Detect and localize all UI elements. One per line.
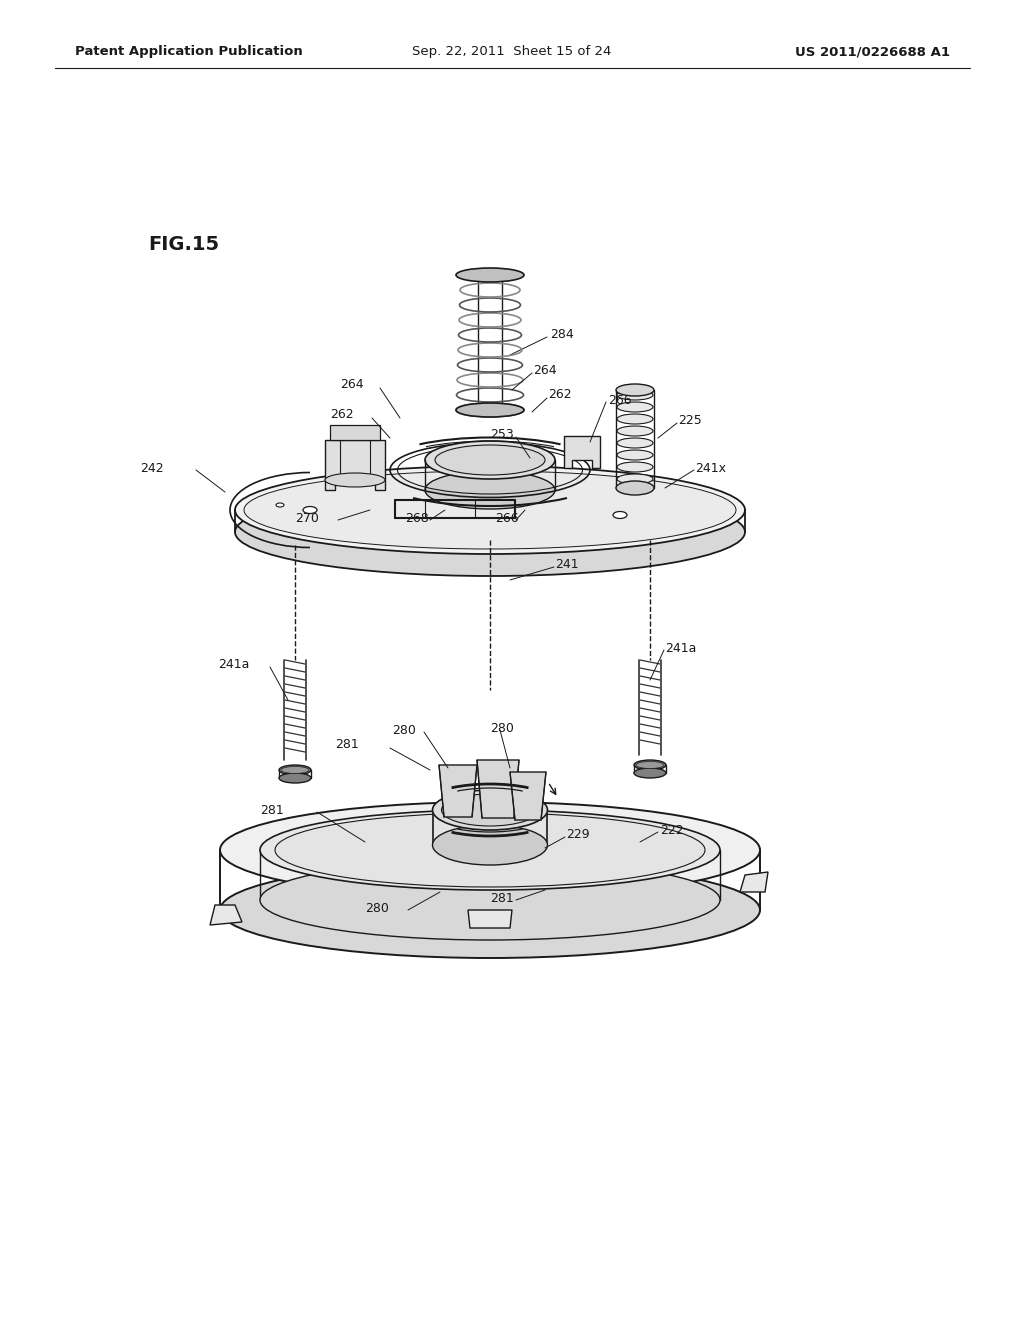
Ellipse shape bbox=[617, 414, 653, 424]
Polygon shape bbox=[330, 425, 380, 440]
Text: 253: 253 bbox=[490, 429, 514, 441]
Text: 281: 281 bbox=[260, 804, 284, 817]
Text: 242: 242 bbox=[140, 462, 164, 474]
Text: 264: 264 bbox=[340, 379, 364, 392]
Ellipse shape bbox=[456, 403, 524, 417]
Polygon shape bbox=[439, 766, 477, 817]
Polygon shape bbox=[740, 873, 768, 892]
Ellipse shape bbox=[220, 803, 760, 898]
Ellipse shape bbox=[617, 403, 653, 412]
Text: Sep. 22, 2011  Sheet 15 of 24: Sep. 22, 2011 Sheet 15 of 24 bbox=[413, 45, 611, 58]
Text: 284: 284 bbox=[550, 329, 573, 342]
Ellipse shape bbox=[244, 471, 736, 549]
Ellipse shape bbox=[279, 766, 311, 775]
Text: 241: 241 bbox=[555, 558, 579, 572]
Text: 266: 266 bbox=[495, 511, 518, 524]
Ellipse shape bbox=[616, 384, 654, 396]
Ellipse shape bbox=[613, 511, 627, 519]
Polygon shape bbox=[510, 772, 546, 820]
Text: 280: 280 bbox=[392, 723, 416, 737]
Text: 280: 280 bbox=[490, 722, 514, 734]
Ellipse shape bbox=[456, 268, 524, 282]
Polygon shape bbox=[468, 909, 512, 928]
Text: 280: 280 bbox=[365, 902, 389, 915]
Text: 262: 262 bbox=[330, 408, 353, 421]
Text: 262: 262 bbox=[548, 388, 571, 401]
Text: 268: 268 bbox=[406, 511, 429, 524]
Ellipse shape bbox=[441, 795, 539, 826]
Text: Patent Application Publication: Patent Application Publication bbox=[75, 45, 303, 58]
Ellipse shape bbox=[220, 862, 760, 958]
Text: 241a: 241a bbox=[665, 642, 696, 655]
Ellipse shape bbox=[636, 762, 664, 768]
Ellipse shape bbox=[260, 810, 720, 890]
Ellipse shape bbox=[616, 480, 654, 495]
Text: FIG.15: FIG.15 bbox=[148, 235, 219, 255]
Text: 266: 266 bbox=[608, 393, 632, 407]
Text: 225: 225 bbox=[678, 413, 701, 426]
Ellipse shape bbox=[260, 861, 720, 940]
Text: US 2011/0226688 A1: US 2011/0226688 A1 bbox=[795, 45, 950, 58]
Text: 270: 270 bbox=[295, 511, 318, 524]
Text: 241x: 241x bbox=[695, 462, 726, 474]
Ellipse shape bbox=[634, 760, 666, 770]
Ellipse shape bbox=[234, 466, 745, 554]
Polygon shape bbox=[564, 436, 600, 469]
Text: 281: 281 bbox=[490, 891, 514, 904]
Ellipse shape bbox=[281, 767, 309, 774]
Ellipse shape bbox=[617, 474, 653, 484]
Ellipse shape bbox=[325, 473, 385, 487]
Ellipse shape bbox=[435, 445, 545, 475]
Text: 264: 264 bbox=[534, 363, 557, 376]
Ellipse shape bbox=[432, 825, 548, 865]
Text: 229: 229 bbox=[566, 829, 590, 842]
Text: 281: 281 bbox=[335, 738, 358, 751]
Ellipse shape bbox=[303, 507, 317, 513]
Ellipse shape bbox=[425, 441, 555, 479]
Ellipse shape bbox=[617, 462, 653, 473]
Text: 241a: 241a bbox=[218, 659, 250, 672]
Ellipse shape bbox=[279, 774, 311, 783]
Ellipse shape bbox=[234, 488, 745, 576]
Polygon shape bbox=[477, 760, 519, 818]
Ellipse shape bbox=[276, 503, 284, 507]
Ellipse shape bbox=[425, 471, 555, 510]
Ellipse shape bbox=[617, 389, 653, 400]
Text: 222: 222 bbox=[660, 824, 684, 837]
Ellipse shape bbox=[617, 426, 653, 436]
Polygon shape bbox=[210, 906, 242, 925]
Ellipse shape bbox=[432, 789, 548, 830]
Ellipse shape bbox=[617, 438, 653, 447]
Ellipse shape bbox=[275, 813, 705, 887]
Polygon shape bbox=[325, 440, 385, 490]
Ellipse shape bbox=[634, 768, 666, 777]
Ellipse shape bbox=[617, 450, 653, 459]
